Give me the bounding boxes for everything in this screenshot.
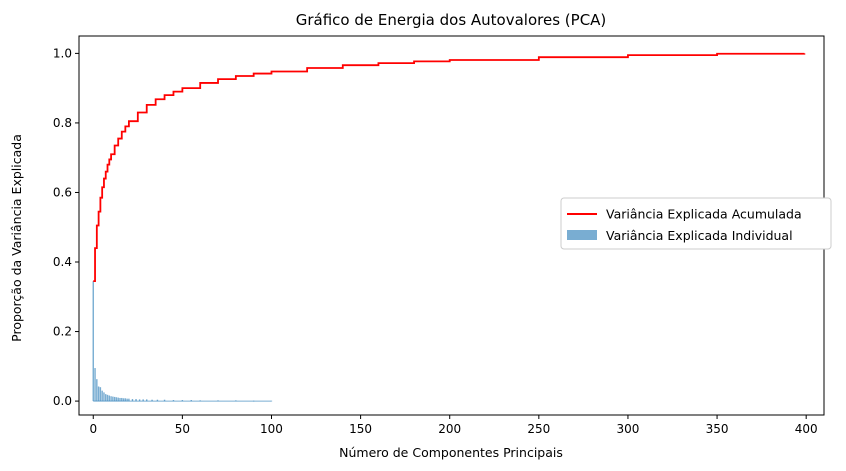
variance-bar [181, 400, 184, 402]
cumulative-variance-line-group [93, 52, 806, 283]
x-tick-label: 400 [795, 422, 818, 436]
variance-bar [151, 399, 153, 402]
x-axis-label: Número de Componentes Principais [339, 445, 563, 460]
variance-bar [96, 379, 98, 402]
x-tick-label: 200 [438, 422, 461, 436]
y-tick-label: 0.2 [53, 325, 72, 339]
variance-bar [128, 398, 130, 402]
y-axis-ticks: 0.0 0.2 0.4 0.6 0.8 1.0 [53, 46, 79, 408]
y-tick-label: 0.6 [53, 185, 72, 199]
x-tick-label: 300 [616, 422, 639, 436]
cumulative-variance-line [93, 52, 806, 283]
chart-title: Gráfico de Energia dos Autovalores (PCA) [296, 11, 607, 29]
y-tick-label: 0.4 [53, 255, 72, 269]
variance-bar [101, 390, 103, 402]
variance-bar [163, 399, 166, 402]
variance-bar [94, 368, 96, 402]
legend: Variância Explicada Acumulada Variância … [560, 197, 832, 250]
variance-bar [103, 392, 105, 402]
legend-cumulative-label: Variância Explicada Acumulada [606, 207, 802, 222]
x-tick-label: 350 [706, 422, 729, 436]
variance-bar [99, 387, 102, 402]
y-tick-label: 0.0 [53, 394, 72, 408]
variance-bar [92, 281, 94, 402]
y-axis-label: Proporção da Variância Explicada [9, 134, 24, 342]
variance-bar [117, 397, 119, 402]
x-tick-label: 100 [260, 422, 283, 436]
y-tick-label: 1.0 [53, 46, 72, 60]
x-tick-label: 250 [527, 422, 550, 436]
variance-bar [126, 398, 128, 402]
variance-bar [190, 400, 192, 402]
variance-bar [142, 399, 144, 402]
variance-bar [121, 397, 123, 402]
x-tick-label: 0 [89, 422, 97, 436]
variance-bar [105, 394, 107, 402]
legend-box [560, 197, 832, 250]
variance-bar [119, 397, 121, 402]
variance-bar [131, 399, 134, 402]
variance-bar [112, 396, 114, 402]
y-tick-label: 0.8 [53, 116, 72, 130]
variance-bar [146, 399, 148, 402]
variance-bar [172, 400, 175, 402]
variance-bar [110, 396, 112, 402]
variance-bar [156, 399, 159, 402]
variance-bar [138, 399, 141, 402]
variance-bar [115, 397, 118, 402]
variance-bar [124, 398, 127, 402]
x-tick-label: 50 [175, 422, 190, 436]
variance-bar [122, 398, 125, 402]
variance-bar [108, 395, 111, 402]
legend-individual-bar-swatch [567, 230, 597, 240]
individual-variance-bars [92, 281, 273, 402]
x-tick-label: 150 [349, 422, 372, 436]
variance-bar [113, 396, 116, 402]
variance-bar [135, 399, 137, 402]
variance-bar [106, 394, 109, 402]
x-axis-ticks: 0 50 100 150 200 250 300 350 400 [89, 415, 818, 436]
legend-individual-label: Variância Explicada Individual [606, 228, 793, 243]
variance-bar [97, 386, 100, 402]
